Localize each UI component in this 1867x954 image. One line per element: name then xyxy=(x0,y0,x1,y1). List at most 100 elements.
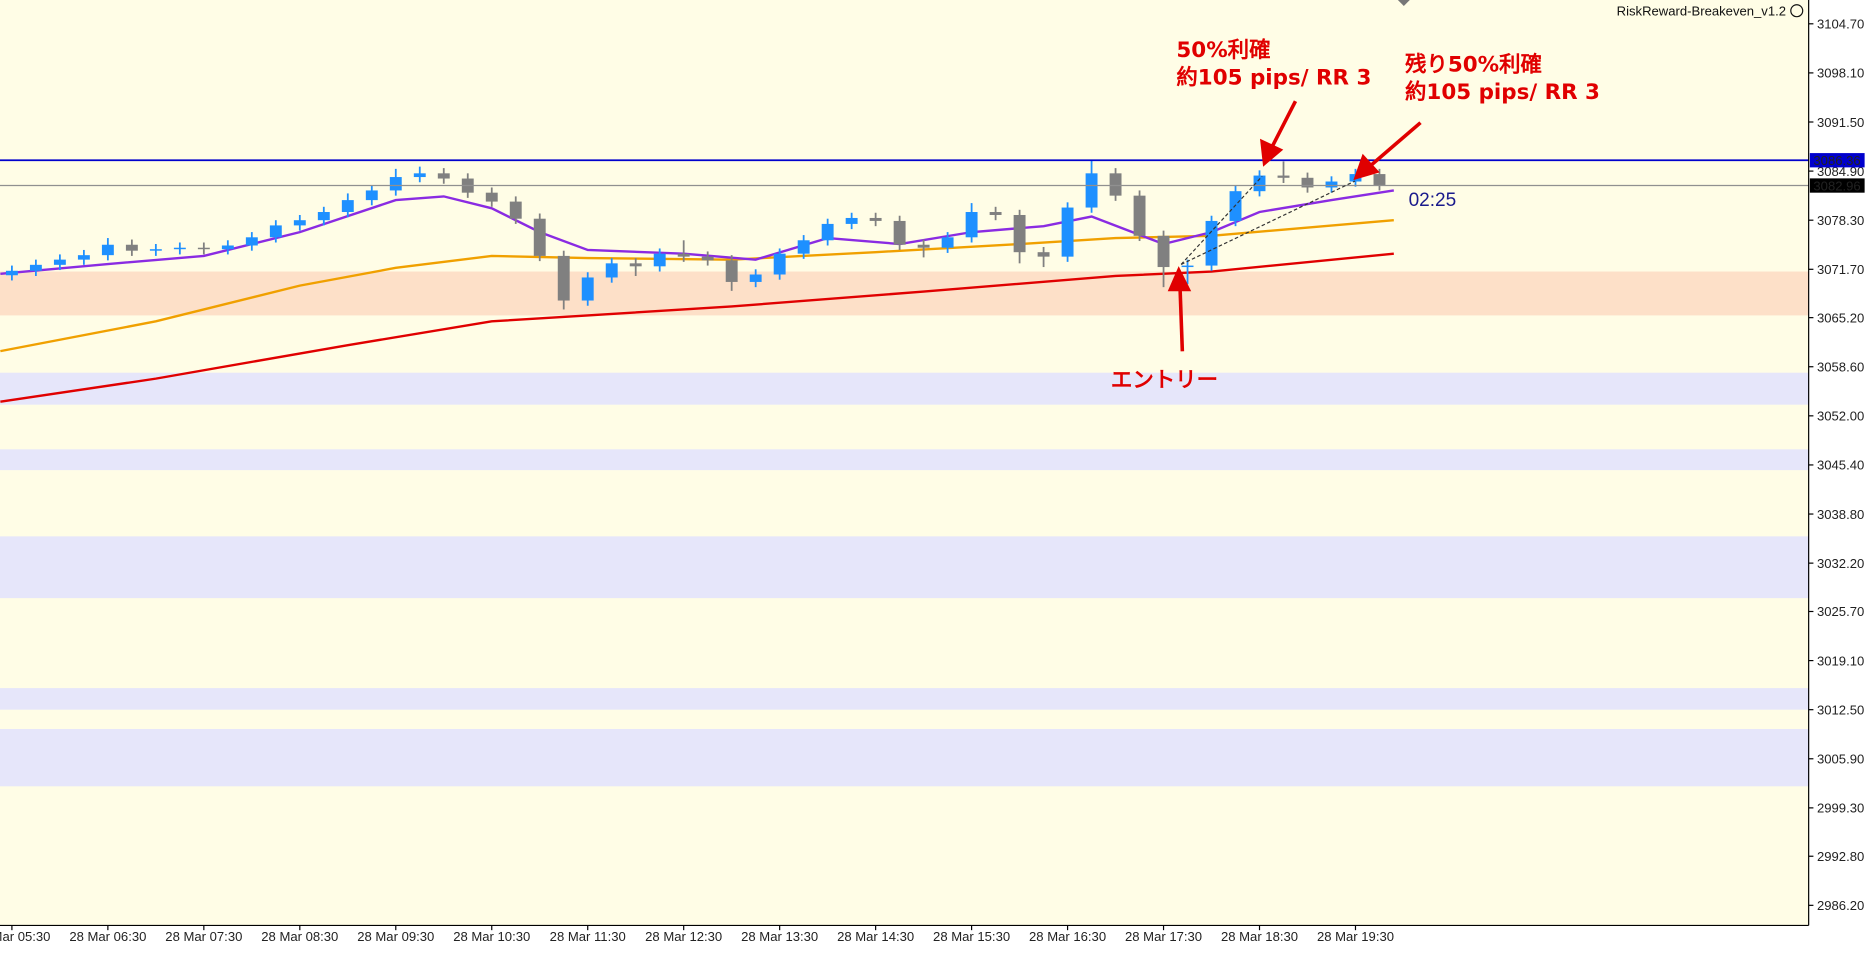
candle-body xyxy=(77,255,90,260)
arrow xyxy=(1270,100,1298,149)
candle-body xyxy=(989,212,1002,215)
candle-body xyxy=(1301,177,1314,188)
candle-body xyxy=(725,260,738,282)
price-label-box xyxy=(1809,153,1865,168)
candle-body xyxy=(173,247,186,250)
candle-body xyxy=(965,212,978,238)
y-tick-label: 3045.40 xyxy=(1817,458,1864,473)
candle-body xyxy=(1373,174,1386,186)
x-axis-labels: 28 Mar 05:30 28 Mar 06:30 28 Mar 07:30 28 M… xyxy=(0,929,1394,944)
y-tick-label: 3098.10 xyxy=(1817,66,1864,81)
y-tick-label: 2999.30 xyxy=(1817,801,1864,816)
y-tick-label: 3032.20 xyxy=(1817,556,1864,571)
x-tick-label: 28 Mar 19:30 xyxy=(1317,929,1394,944)
x-tick-label: 28 Mar 16:30 xyxy=(1029,929,1106,944)
candle-body xyxy=(269,225,282,238)
y-tick-label: 3038.80 xyxy=(1817,507,1864,522)
candle-body xyxy=(653,253,666,267)
candle-body xyxy=(749,274,762,282)
candle-body xyxy=(605,263,618,278)
x-tick-label: 28 Mar 07:30 xyxy=(165,929,242,944)
x-tick-label: 28 Mar 06:30 xyxy=(69,929,146,944)
candle-body xyxy=(53,259,66,265)
price-label: 3082.96 xyxy=(1813,178,1860,193)
candle-body xyxy=(197,247,210,250)
zone xyxy=(0,688,1809,710)
arrow-head xyxy=(1260,138,1284,167)
y-tick-label: 2992.80 xyxy=(1817,849,1864,864)
candle-body xyxy=(1061,207,1074,257)
candle-body xyxy=(437,173,450,179)
x-tick-label: 28 Mar 14:30 xyxy=(837,929,914,944)
moving-average xyxy=(0,189,1395,275)
x-tick-label: 28 Mar 08:30 xyxy=(261,929,338,944)
candle-body xyxy=(845,217,858,224)
candle-body xyxy=(1277,175,1290,178)
arrow-head xyxy=(1167,266,1192,292)
candle-body xyxy=(29,264,42,271)
candle-body xyxy=(413,173,426,178)
candle-body xyxy=(365,190,378,201)
candle-body xyxy=(101,244,114,256)
candle-body xyxy=(917,244,930,248)
candle-body xyxy=(533,218,546,256)
arrows xyxy=(1167,100,1422,352)
zone xyxy=(0,372,1809,405)
candle-body xyxy=(893,220,906,245)
candle-body xyxy=(1085,173,1098,208)
x-tick-label: 28 Mar 09:30 xyxy=(357,929,434,944)
trade-line xyxy=(1180,175,1263,265)
y-tick-label: 3052.00 xyxy=(1817,409,1864,424)
x-tick-label: 28 Mar 13:30 xyxy=(741,929,818,944)
y-tick-label: 3025.70 xyxy=(1817,604,1864,619)
candle-body xyxy=(797,240,810,254)
y-tick-label: 3012.50 xyxy=(1817,702,1864,717)
candle-body xyxy=(1325,181,1338,188)
candle-body xyxy=(341,200,354,213)
x-tick-label: 28 Mar 17:30 xyxy=(1125,929,1202,944)
candle-body xyxy=(245,237,258,246)
candle-body xyxy=(773,253,786,275)
y-tick-label: 3005.90 xyxy=(1817,752,1864,767)
arrow-head xyxy=(1353,153,1380,181)
candle-body xyxy=(821,223,834,241)
annotation: エントリー xyxy=(1111,368,1218,393)
candle-body xyxy=(509,201,522,219)
y-tick-label: 3065.20 xyxy=(1817,310,1864,325)
candle-body xyxy=(125,244,138,251)
trade-lines xyxy=(1180,175,1356,265)
y-tick-label: 2986.20 xyxy=(1817,898,1864,913)
price-label-box xyxy=(1809,178,1865,193)
candle-body xyxy=(1037,252,1050,257)
x-tick-label: 28 Mar 18:30 xyxy=(1221,929,1298,944)
candle-body xyxy=(389,177,402,191)
candle-body xyxy=(869,217,882,221)
candle-body xyxy=(221,245,234,250)
annotation: 約105 pips/ RR 3 xyxy=(1176,65,1371,91)
indicator-label: RiskReward-Breakeven_v1.2 xyxy=(1617,3,1786,18)
shift-marker xyxy=(1397,0,1410,6)
x-tick-label: 28 Mar 12:30 xyxy=(645,929,722,944)
arrow xyxy=(1178,285,1185,352)
candle-body xyxy=(581,277,594,301)
zone xyxy=(0,729,1809,787)
candle-body xyxy=(1181,265,1194,268)
annotation: 約105 pips/ RR 3 xyxy=(1405,79,1600,105)
zone xyxy=(0,536,1809,599)
candle-body xyxy=(557,255,570,301)
y-tick-label: 3078.30 xyxy=(1817,213,1864,228)
candle-body xyxy=(1109,173,1122,196)
y-tick-label: 3019.10 xyxy=(1817,653,1864,668)
candle-body xyxy=(1157,235,1170,268)
candle-body xyxy=(677,253,690,257)
annotation: 残り50%利確 xyxy=(1405,51,1542,77)
candle-body xyxy=(5,270,18,276)
x-tick-label: 28 Mar 15:30 xyxy=(933,929,1010,944)
candle-body xyxy=(149,249,162,251)
candle-body xyxy=(701,256,714,261)
candle-body xyxy=(941,237,954,248)
x-tick-label: 28 Mar 10:30 xyxy=(453,929,530,944)
x-tick-label: 28 Mar 11:30 xyxy=(550,929,626,944)
price-label: 3086.36 xyxy=(1813,153,1860,168)
